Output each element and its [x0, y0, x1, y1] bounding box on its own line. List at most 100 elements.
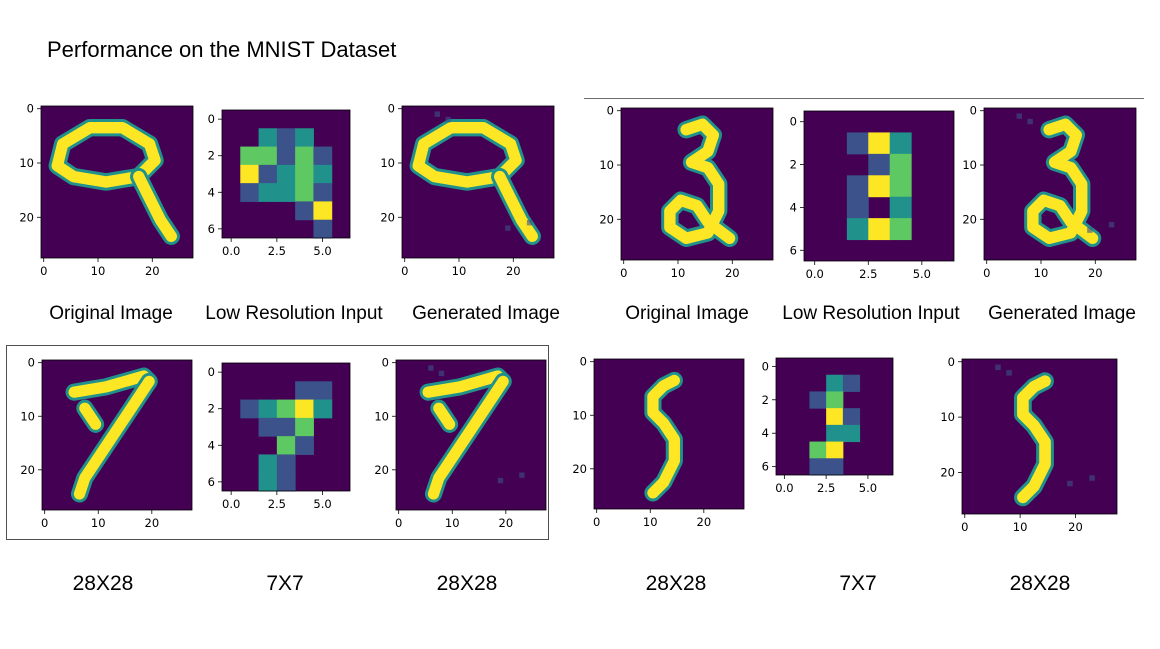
axes: 0 10 20 0 10 20	[962, 104, 1102, 280]
digit-strokes	[419, 367, 512, 503]
x-tick-label: 2.5	[268, 497, 286, 511]
pixel-cell	[868, 153, 891, 176]
pixel-cell	[276, 454, 296, 474]
x-tick-label: 0.0	[222, 497, 240, 511]
pixel-cell	[846, 218, 869, 241]
pixel-cell	[295, 164, 314, 184]
plot-high-3: 0 10 20 0 10 20	[599, 104, 774, 280]
y-tick-label: 0	[28, 356, 35, 370]
axes: 0 10 20 0 10 20	[572, 355, 711, 529]
pixel-cell	[889, 132, 912, 155]
size-label-generated-1: 28X28	[436, 572, 498, 595]
digit-strokes	[409, 119, 541, 245]
y-tick-label: 4	[208, 185, 215, 199]
plot-gen-5: 0 10 20 0 10 20	[940, 355, 1118, 534]
y-tick-label: 0	[948, 355, 955, 369]
pixel-cell	[313, 146, 333, 166]
axes: 0.0 2.5 5.0 0 2 4 6	[208, 365, 332, 511]
x-tick-label: 0	[401, 264, 408, 278]
x-tick-label: 20	[725, 266, 740, 280]
y-tick-label: 20	[380, 210, 395, 224]
axes: 0 10 20 0 10 20	[20, 356, 159, 530]
pixel-cell	[868, 218, 891, 241]
pixel-cell	[809, 391, 827, 409]
x-tick-label: 20	[1068, 520, 1083, 534]
y-tick-label: 0	[208, 365, 215, 379]
pixel-cell	[295, 146, 314, 166]
pixel-cell	[826, 408, 844, 426]
y-tick-label: 0	[580, 355, 587, 369]
pixel-cell	[258, 183, 278, 202]
x-tick-label: 10	[1013, 520, 1028, 534]
y-tick-label: 20	[572, 462, 587, 476]
digit-strokes	[65, 367, 158, 503]
pixel-cell	[258, 146, 278, 166]
figure-title: Performance on the MNIST Dataset	[47, 37, 397, 62]
caption-original-2: Original Image	[625, 303, 749, 324]
caption-low-res-2: Low Resolution Input	[782, 303, 960, 324]
axes: 0.0 2.5 5.0 0 2 4 6	[790, 115, 931, 281]
y-tick-label: 20	[374, 463, 389, 477]
x-tick-label: 0	[961, 520, 968, 534]
pixel-cell	[295, 201, 314, 221]
plot-gen-7: 0 10 20 0 10 20	[374, 356, 547, 530]
x-tick-label: 20	[499, 516, 514, 530]
y-tick-label: 20	[962, 212, 977, 226]
y-tick-label: 2	[762, 393, 769, 407]
plot-low-7: 0.0 2.5 5.0 0 2 4 6	[208, 362, 351, 511]
pixel-cell	[258, 164, 278, 184]
x-tick-label: 0	[593, 515, 600, 529]
pixel-cell	[826, 424, 844, 443]
plot-low-9: 0.0 2.5 5.0 0 2 4 6	[208, 109, 351, 258]
pixel-cell	[842, 408, 861, 426]
y-tick-label: 6	[208, 222, 215, 236]
y-tick-label: 4	[208, 438, 215, 452]
x-tick-label: 5.0	[913, 267, 931, 281]
x-tick-label: 2.5	[817, 481, 835, 495]
y-tick-label: 20	[940, 465, 955, 479]
y-tick-label: 4	[762, 426, 769, 440]
size-label-original-2: 28X28	[645, 572, 707, 595]
x-tick-label: 5.0	[313, 497, 331, 511]
y-tick-label: 10	[374, 409, 389, 423]
pixel-cell	[313, 183, 333, 202]
x-tick-label: 10	[1034, 266, 1049, 280]
pixel-cell	[240, 164, 260, 184]
x-tick-label: 0.0	[806, 267, 824, 281]
plot-high-7: 0 10 20 0 10 20	[20, 356, 193, 530]
pixel-cell	[842, 424, 861, 443]
pixel-cell	[868, 175, 891, 198]
x-tick-label: 0.0	[222, 244, 240, 258]
pixel-cell	[276, 399, 296, 419]
axes: 0 10 20 0 10 20	[380, 102, 520, 278]
axes: 0 10 20 0 10 20	[940, 355, 1082, 534]
pixel-cell	[295, 436, 314, 455]
pixel-cell	[826, 374, 844, 392]
x-tick-label: 5.0	[313, 244, 331, 258]
pixel-cell	[240, 183, 260, 202]
y-tick-label: 4	[790, 200, 797, 214]
x-tick-label: 0	[40, 264, 47, 278]
divider-line	[584, 98, 1144, 99]
y-tick-label: 0	[970, 104, 977, 118]
pixel-cell	[276, 128, 296, 148]
y-tick-label: 6	[762, 460, 769, 474]
pixel-cell	[295, 399, 314, 419]
pixel-cell	[258, 472, 278, 492]
x-tick-label: 0	[41, 516, 48, 530]
pixel-cell	[276, 472, 296, 492]
caption-generated-2: Generated Image	[988, 303, 1136, 324]
y-tick-label: 20	[599, 212, 614, 226]
pixel-cell	[258, 128, 278, 148]
x-tick-label: 10	[452, 264, 467, 278]
y-tick-label: 2	[790, 158, 797, 172]
pixel-cell	[276, 183, 296, 202]
x-tick-label: 0	[983, 266, 990, 280]
pixel-cell	[240, 146, 260, 166]
plot-low-3: 0.0 2.5 5.0 0 2 4 6	[790, 110, 955, 281]
pixel-cell	[258, 399, 278, 419]
x-tick-label: 20	[145, 264, 160, 278]
pixel-cell	[313, 399, 333, 419]
x-tick-label: 10	[91, 516, 106, 530]
x-tick-label: 2.5	[859, 267, 877, 281]
